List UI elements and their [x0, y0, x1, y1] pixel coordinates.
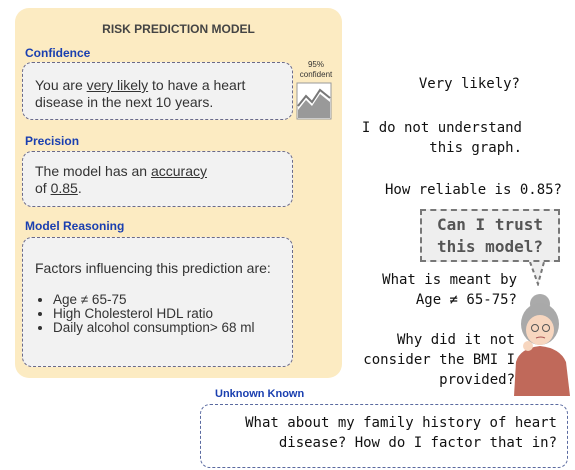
text: Factors influencing this prediction are:	[35, 260, 286, 277]
badge: 95%confident	[294, 60, 338, 80]
line: How reliable is 0.85?	[385, 180, 562, 200]
chart-icon	[296, 82, 332, 120]
page: RISK PREDICTION MODEL Confidence You are…	[0, 0, 575, 470]
factor: High Cholesterol HDL ratio	[53, 307, 286, 321]
line: Very likely?	[419, 74, 520, 94]
line: this graph.	[362, 138, 522, 158]
section-heading: Model Reasoning	[25, 219, 124, 233]
line: What about my family history of heart	[201, 413, 557, 433]
badge-value: 95%	[294, 60, 338, 70]
text: .	[78, 180, 82, 196]
section-heading: Unknown Known	[215, 388, 304, 400]
line: I do not understand	[362, 118, 522, 138]
factor: Daily alcohol consumption> 68 ml	[53, 321, 286, 335]
text: accuracy	[151, 163, 207, 179]
confidence-box: You are very likely to have a heart dise…	[22, 62, 293, 120]
question: How reliable is 0.85?	[385, 180, 562, 200]
text: 0.85	[51, 180, 78, 196]
line: disease? How do I factor that in?	[201, 433, 557, 453]
precision-box: The model has an accuracy of 0.85.	[22, 151, 293, 207]
body	[514, 346, 570, 396]
person	[508, 290, 574, 396]
bubble-tail	[528, 262, 548, 286]
factor-list: Age ≠ 65-75 High Cholesterol HDL ratio D…	[35, 293, 286, 335]
line: this model?	[422, 236, 558, 258]
text: The model has an	[35, 163, 151, 179]
text: of	[35, 180, 51, 196]
line: Why did it not	[363, 330, 515, 350]
tail	[530, 262, 544, 284]
panel-title: RISK PREDICTION MODEL	[15, 22, 342, 36]
line: provided?	[363, 370, 515, 390]
text: very likely	[87, 77, 148, 93]
hand	[523, 341, 533, 351]
text: You are	[35, 77, 87, 93]
line: Can I trust	[422, 214, 558, 236]
section-heading: Confidence	[25, 46, 90, 60]
line: Age ≠ 65-75?	[382, 290, 517, 310]
line: What is meant by	[382, 270, 517, 290]
factor: Age ≠ 65-75	[53, 293, 286, 307]
reasoning-box: Factors influencing this prediction are:…	[22, 237, 293, 367]
face	[526, 315, 554, 345]
section-heading: Precision	[25, 134, 79, 148]
badge-label: confident	[294, 70, 338, 80]
question: Very likely?	[419, 74, 520, 94]
line: consider the BMI I	[363, 350, 515, 370]
